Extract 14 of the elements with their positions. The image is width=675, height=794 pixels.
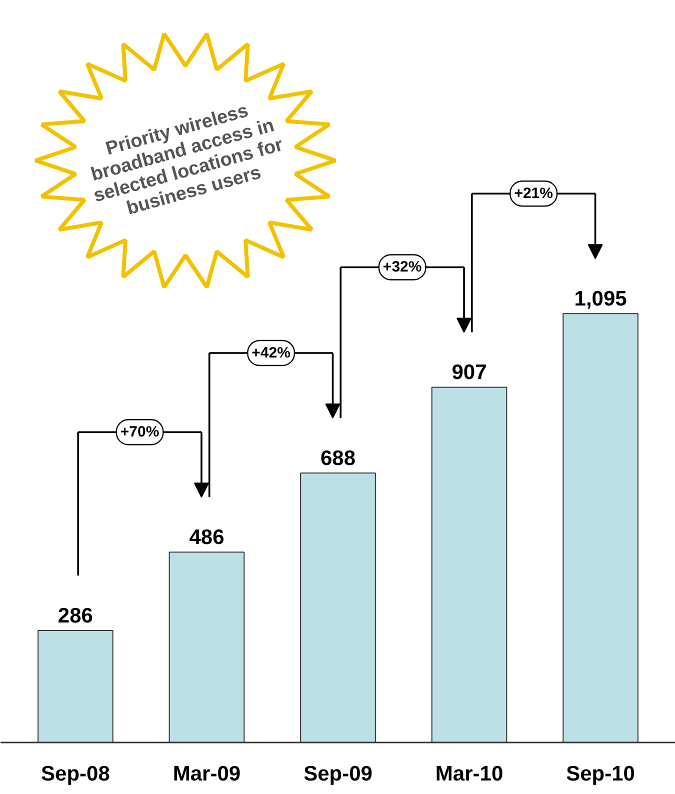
data-label: 1,095: [574, 288, 628, 311]
annotation: +42%: [252, 344, 290, 362]
data-label: 907: [452, 361, 487, 384]
data-label: 486: [189, 526, 224, 550]
x-tick-label: Sep-08: [41, 762, 110, 786]
x-tick-label: Sep-09: [304, 762, 372, 786]
x-tick-label: Sep-10: [566, 762, 635, 786]
data-label: 688: [320, 447, 356, 470]
x-tick-label: Mar-09: [172, 762, 241, 786]
x-tick-label: Mar-10: [435, 762, 504, 786]
annotation: +70%: [120, 424, 160, 441]
data-label: 286: [58, 604, 93, 628]
text: +21%: [514, 185, 553, 202]
text: +32%: [382, 258, 422, 276]
